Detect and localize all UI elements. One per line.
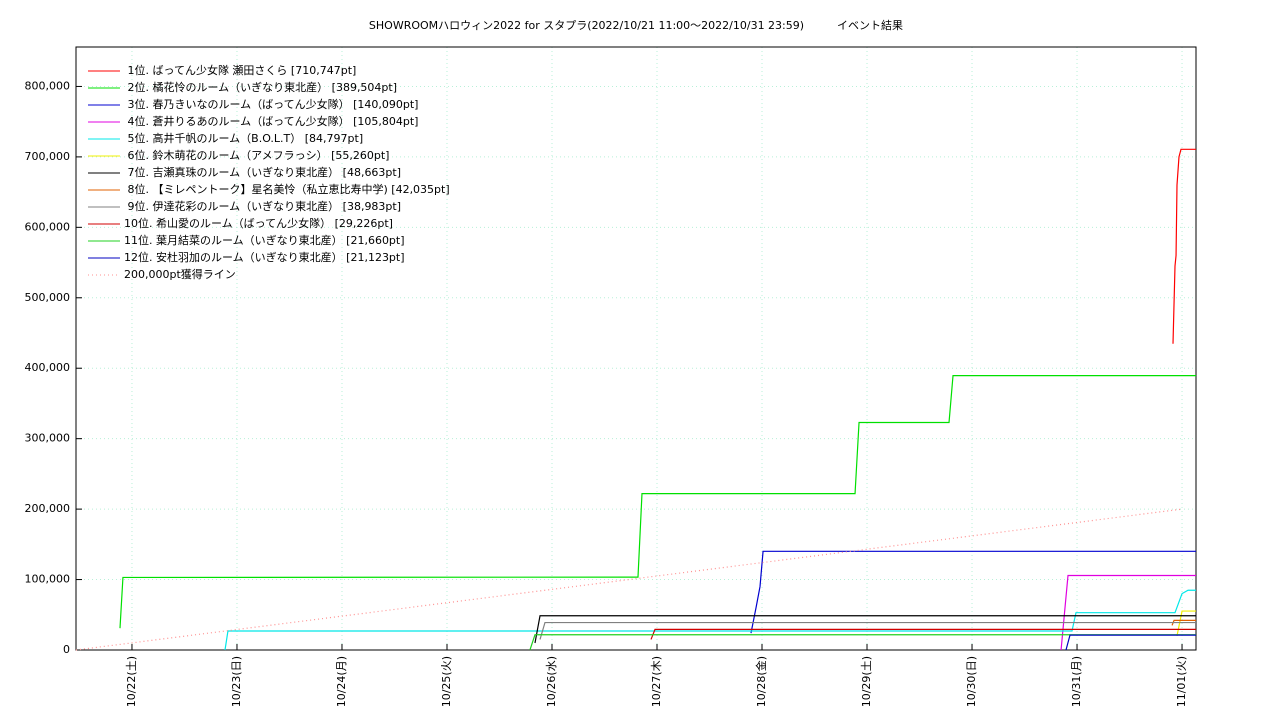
series-line [534,615,1196,644]
chart-title: SHOWROOMハロウィン2022 for スタプラ(2022/10/21 11… [369,18,903,32]
y-tick-label: 100,000 [25,573,71,586]
legend-label: 1位. ばってん少女隊 瀬田さくら [710,747pt] [124,63,356,77]
series-line [1065,634,1196,651]
legend-label: 11位. 葉月結菜のルーム（いぎなり東北産） [21,660pt] [124,233,405,247]
series-line [1060,574,1196,651]
legend-label: 6位. 鈴木萌花のルーム（アメフラっシ） [55,260pt] [124,148,389,162]
x-tick-label: 10/30(日) [965,656,978,707]
x-tick-label: 10/25(火) [440,656,453,707]
series-line [224,589,1196,651]
x-tick-label: 10/31(月) [1070,656,1083,707]
series-line [539,621,1196,640]
y-tick-label: 200,000 [25,502,71,515]
legend-label: 3位. 春乃きいなのルーム（ばってん少女隊） [140,090pt] [124,97,418,111]
legend-label: 8位. 【ミレペントーク】星名美怜（私立恵比寿中学) [42,035pt] [124,182,450,196]
x-tick-label: 10/26(水) [545,656,558,707]
x-tick-label: 10/22(土) [125,656,138,707]
y-tick-label: 700,000 [25,150,71,163]
series-line [1171,619,1196,626]
series-line [750,550,1196,634]
x-tick-label: 10/29(土) [860,656,873,707]
x-tick-label: 11/01(火) [1175,656,1188,707]
series-line [650,628,1196,640]
y-tick-label: 600,000 [25,220,71,233]
series-line [119,375,1196,629]
y-tick-label: 400,000 [25,361,71,374]
legend-label: 9位. 伊達花彩のルーム（いぎなり東北産） [38,983pt] [124,199,401,213]
y-tick-label: 300,000 [25,432,71,445]
y-tick-label: 800,000 [25,79,71,92]
legend-label: 2位. 橘花怜のルーム（いぎなり東北産） [389,504pt] [124,80,397,94]
legend-label: 7位. 吉瀬真珠のルーム（いぎなり東北産） [48,663pt] [124,165,401,179]
series-line [1176,610,1196,637]
series-line [529,634,1196,651]
plot-frame [75,46,1197,651]
legend-label: 200,000pt獲得ライン [124,268,236,281]
x-tick-label: 10/27(木) [650,656,663,707]
legend-label: 5位. 高井千帆のルーム（B.O.L.T） [84,797pt] [124,131,363,145]
series-line [1172,148,1196,344]
x-tick-label: 10/24(月) [335,656,348,707]
legend-label: 4位. 蒼井りるあのルーム（ばってん少女隊） [105,804pt] [124,114,418,128]
x-tick-label: 10/23(日) [230,656,243,707]
legend-label: 10位. 希山愛のルーム（ばってん少女隊） [29,226pt] [124,216,393,230]
y-tick-label: 500,000 [25,291,71,304]
legend-label: 12位. 安杜羽加のルーム（いぎなり東北産） [21,123pt] [124,250,405,264]
x-tick-label: 10/28(金) [754,656,768,707]
y-tick-label: 0 [63,643,70,656]
